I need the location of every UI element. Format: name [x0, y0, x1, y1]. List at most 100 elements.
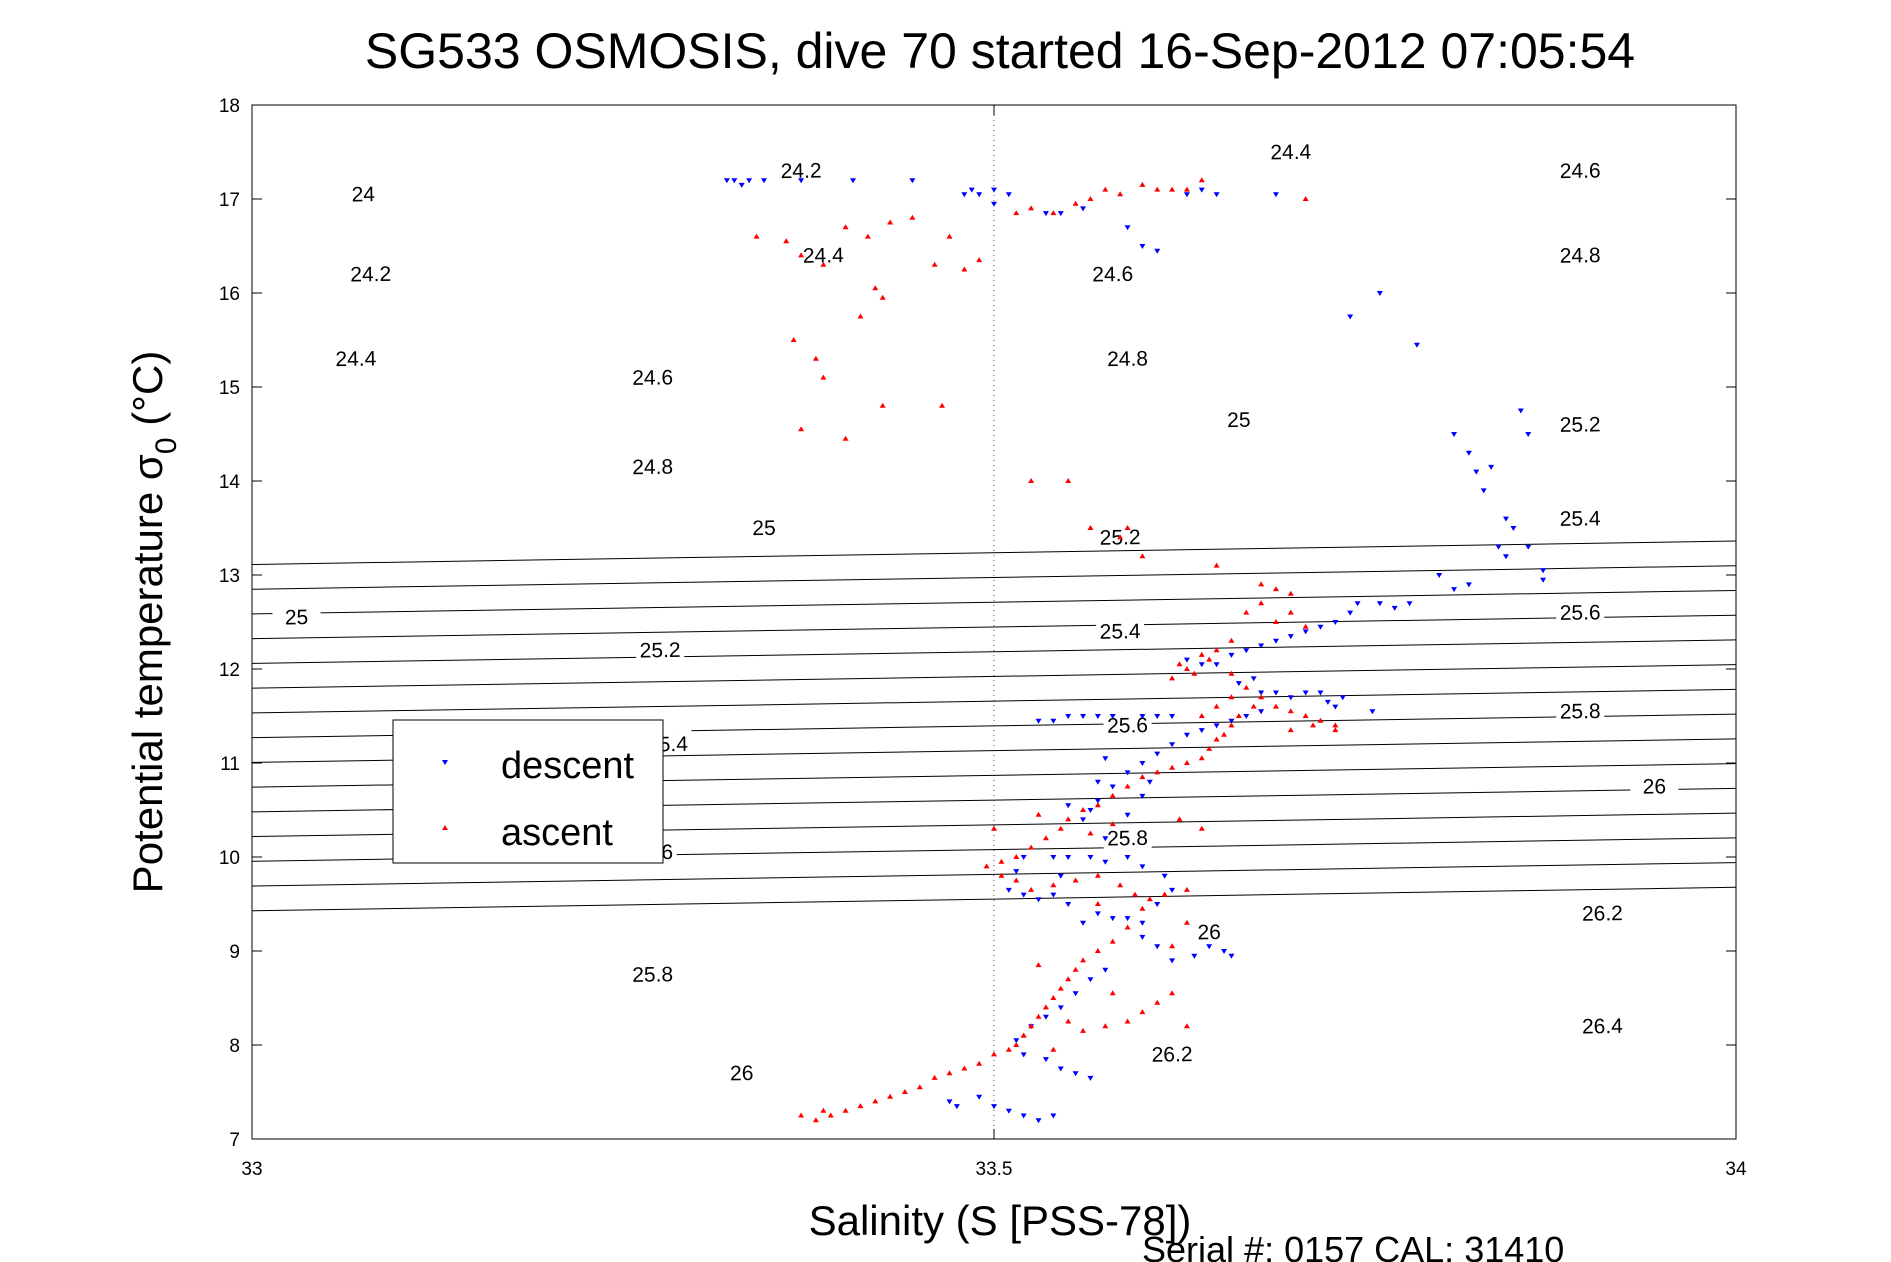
descent-point: [1124, 855, 1131, 860]
ascent-point: [1183, 760, 1190, 765]
descent-point: [1502, 516, 1509, 522]
contour-label: 25.8: [632, 963, 673, 987]
descent-point: [1050, 855, 1057, 860]
ascent-point: [983, 863, 990, 869]
descent-point: [1020, 1052, 1027, 1058]
contour-label: 25.6: [1107, 714, 1148, 738]
ascent-point: [1072, 200, 1079, 206]
contour-label: 26: [730, 1062, 754, 1085]
ascent-point: [1117, 191, 1124, 197]
ascent-point: [783, 238, 790, 244]
ascent-point: [1035, 811, 1042, 817]
contour-label-bg: [1555, 410, 1605, 435]
descent-point: [1480, 488, 1487, 494]
y-tick-label: 9: [229, 942, 240, 963]
x-tick-label: 33: [241, 1159, 262, 1180]
descent-point: [1517, 408, 1524, 414]
isopycnal-line: [252, 614, 1736, 640]
descent-point: [1213, 662, 1220, 668]
ascent-point: [946, 1070, 953, 1076]
contour-label-bg: [739, 513, 789, 539]
ascent-point: [1287, 590, 1294, 596]
ascent-point: [1102, 186, 1109, 192]
descent-point: [991, 201, 997, 207]
ascent-point: [1183, 1023, 1190, 1029]
descent-point: [1495, 544, 1502, 550]
ascent-point: [1072, 966, 1079, 972]
ascent-point: [1228, 694, 1235, 700]
descent-point: [1139, 793, 1146, 799]
descent-point: [1020, 1113, 1027, 1119]
ascent-point: [1228, 637, 1235, 643]
contour-label: 24.6: [1092, 263, 1133, 287]
descent-point: [1124, 916, 1131, 922]
descent-point: [991, 187, 997, 193]
ascent-point: [1109, 792, 1116, 798]
ascent-point: [1213, 703, 1220, 709]
descent-point: [1065, 855, 1072, 860]
ascent-point: [1302, 713, 1309, 718]
contour-label: 26.2: [1582, 902, 1623, 926]
descent-point: [1154, 714, 1161, 719]
ascent-point: [1169, 764, 1176, 770]
contour-label-bg: [1555, 598, 1605, 623]
contour-label: 25.2: [1560, 413, 1601, 437]
ascent-point: [1317, 717, 1324, 723]
ascent-point: [1117, 882, 1124, 888]
ascent-point: [1287, 609, 1294, 615]
contour-label: 24.4: [1270, 141, 1312, 165]
ascent-point: [1176, 661, 1183, 667]
ascent-point: [879, 294, 886, 300]
ascent-point: [879, 402, 886, 408]
contour-label-bg: [628, 452, 677, 478]
contour-label: 24.4: [803, 244, 845, 268]
contour-label-bg: [1095, 617, 1145, 642]
contour-label: 24: [351, 183, 375, 206]
ascent-point: [1272, 703, 1279, 709]
ascent-point: [857, 1103, 864, 1109]
descent-point: [1272, 638, 1279, 644]
ascent-point: [1028, 844, 1035, 850]
ascent-point: [1080, 1027, 1087, 1033]
ascent-point: [1183, 666, 1190, 671]
contour-label-bg: [1555, 156, 1605, 182]
ascent-point: [1287, 727, 1294, 733]
descent-point: [1109, 784, 1116, 790]
descent-point: [1332, 620, 1339, 625]
isopycnal-line: [252, 886, 1736, 912]
ascent-point: [1206, 745, 1213, 751]
descent-point: [1258, 709, 1265, 715]
ascent-point: [1243, 684, 1250, 690]
contour-label: 24.6: [1560, 159, 1601, 183]
descent-point: [1183, 657, 1190, 663]
ascent-point: [1213, 736, 1220, 742]
descent-point: [1198, 187, 1205, 193]
ascent-point: [753, 233, 760, 239]
isopycnal-line: [252, 664, 1736, 689]
contour-label-bg: [339, 179, 388, 205]
ascent-point: [1035, 1013, 1042, 1019]
ascent-point: [1087, 525, 1094, 530]
ascent-point: [1198, 755, 1205, 761]
descent-point: [1154, 944, 1161, 950]
y-axis-label-subscript: 0: [150, 437, 183, 454]
descent-point: [731, 178, 738, 184]
descent-point: [1169, 742, 1176, 748]
legend-ascent-marker: [442, 825, 448, 830]
chart-title: SG533 OSMOSIS, dive 70 started 16-Sep-20…: [365, 23, 1635, 79]
descent-point: [1005, 192, 1012, 198]
ascent-point: [1028, 1023, 1035, 1029]
contour-label: 26: [1197, 921, 1221, 944]
contour-label-bg: [331, 344, 381, 370]
ascent-point: [820, 374, 827, 380]
ascent-point: [1228, 722, 1235, 728]
ascent-point: [1191, 670, 1198, 676]
descent-point: [1169, 887, 1176, 893]
contour-label-bg: [1630, 772, 1679, 797]
descent-point: [1258, 643, 1265, 649]
contour-label: 24.8: [1107, 347, 1148, 371]
ascent-point: [1087, 830, 1094, 836]
y-tick-label: 11: [220, 754, 240, 775]
ascent-point: [1065, 976, 1072, 982]
ascent-point: [1065, 1018, 1072, 1024]
